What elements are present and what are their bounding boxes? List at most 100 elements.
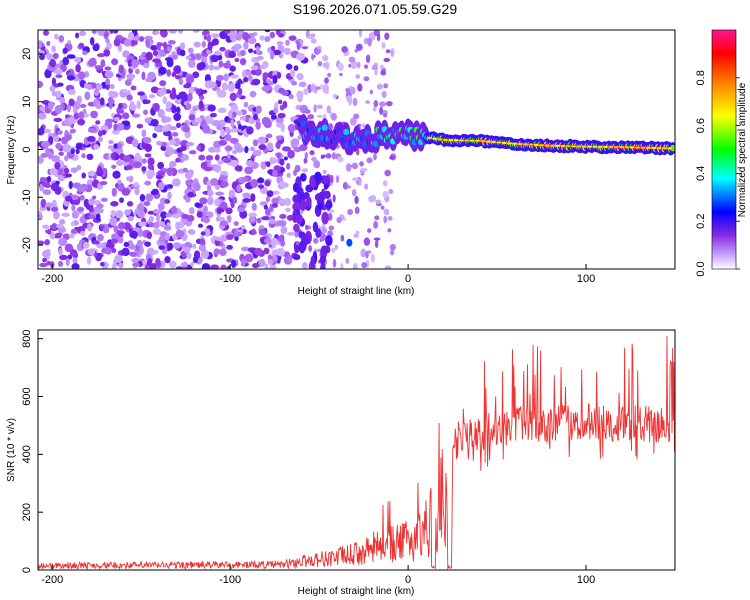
heatmap-cell — [50, 206, 59, 212]
heatmap-cell — [294, 244, 300, 254]
heatmap-cell — [215, 236, 225, 242]
heatmap-cell — [78, 42, 85, 49]
heatmap-cell — [100, 262, 105, 267]
heatmap-cell — [167, 46, 172, 52]
heatmap-cell — [365, 100, 371, 104]
heatmap-cell — [216, 208, 225, 213]
heatmap-cell — [132, 113, 141, 118]
heatmap-cell — [485, 140, 491, 143]
heatmap-cell — [592, 145, 598, 148]
heatmap-cell — [45, 248, 51, 256]
heatmap-cell — [56, 223, 64, 229]
heatmap-cell — [104, 66, 112, 71]
heatmap-cell — [109, 84, 115, 90]
heatmap-cell — [95, 213, 101, 221]
heatmap-cell — [118, 64, 124, 74]
heatmap-cell — [226, 234, 234, 241]
heatmap-cell — [218, 139, 228, 146]
heatmap-cell — [38, 155, 44, 164]
heatmap-cell — [72, 257, 78, 265]
heatmap-cell — [122, 155, 131, 163]
heatmap-cell — [345, 258, 350, 264]
heatmap-cell — [356, 61, 361, 69]
heatmap-cell — [218, 216, 226, 221]
heatmap-cell — [321, 227, 328, 234]
heatmap-cell — [142, 99, 148, 105]
heatmap-cell — [174, 65, 182, 74]
heatmap-cell — [319, 255, 326, 264]
heatmap-cell — [87, 170, 96, 177]
heatmap-cell — [82, 50, 88, 56]
heatmap-cell — [426, 136, 432, 140]
heatmap-cell — [383, 113, 388, 118]
heatmap-cell — [379, 106, 383, 115]
heatmap-cell — [61, 212, 70, 217]
heatmap-cell — [292, 254, 301, 261]
heatmap-cell — [152, 221, 160, 229]
heatmap-cell — [129, 103, 137, 111]
heatmap-cell — [58, 237, 68, 247]
heatmap-cell — [66, 54, 76, 59]
heatmap-cell — [87, 127, 97, 133]
heatmap-cell — [366, 250, 372, 254]
heatmap-cell — [385, 101, 393, 107]
heatmap-cell — [358, 30, 363, 38]
heatmap-cell — [117, 179, 122, 185]
heatmap-cell — [100, 59, 106, 68]
heatmap-cell — [310, 178, 317, 189]
heatmap-cell — [241, 176, 248, 183]
heatmap-cell — [123, 241, 130, 248]
heatmap-cell — [79, 230, 86, 236]
heatmap-cell — [288, 35, 297, 41]
heatmap-cell — [278, 199, 287, 205]
heatmap-cell — [139, 193, 146, 202]
heatmap-cell — [131, 59, 139, 68]
heatmap-cell — [337, 156, 344, 163]
heatmap-cell — [277, 235, 284, 242]
heatmap-cell — [219, 201, 228, 211]
heatmap-cell — [379, 64, 384, 69]
heatmap-cell — [38, 40, 43, 49]
heatmap-cell — [261, 85, 271, 92]
heatmap-cell — [226, 244, 233, 250]
heatmap-cell — [360, 248, 367, 258]
heatmap-cell — [100, 197, 108, 202]
heatmap-cell — [70, 148, 75, 155]
heatmap-cell — [58, 247, 63, 257]
heatmap-y-tick-label: -10 — [21, 189, 33, 205]
heatmap-cell — [79, 103, 87, 109]
colorbar-label: Normalized spectral amplitude — [737, 82, 748, 217]
heatmap-cell — [343, 128, 350, 136]
snr-frame — [37, 329, 676, 571]
heatmap-cell — [76, 186, 86, 192]
heatmap-cell — [258, 144, 267, 151]
heatmap-cell — [82, 241, 90, 249]
heatmap-cell — [301, 168, 309, 173]
heatmap-cell — [188, 207, 195, 215]
heatmap-cell — [286, 214, 294, 221]
heatmap-cell — [178, 91, 188, 100]
heatmap-cell — [619, 146, 625, 149]
heatmap-x-tick-label: -100 — [219, 273, 241, 285]
heatmap-cell — [581, 145, 587, 148]
heatmap-cell — [292, 194, 300, 204]
heatmap-cell — [571, 145, 577, 148]
heatmap-cell — [207, 41, 213, 51]
heatmap-cell — [263, 204, 268, 210]
heatmap-cell — [192, 243, 197, 249]
heatmap-x-ticks: -200 -100 0 100 — [41, 264, 595, 285]
heatmap-cell — [651, 146, 657, 150]
heatmap-cell — [112, 170, 121, 179]
heatmap-cell — [171, 71, 177, 77]
heatmap-cell — [176, 122, 182, 129]
snr-x-label: Height of straight line (km) — [298, 586, 415, 597]
heatmap-cell — [237, 207, 246, 213]
heatmap-cell — [264, 35, 271, 43]
heatmap-cell — [40, 140, 50, 148]
heatmap-cell — [608, 145, 614, 149]
heatmap-x-tick-label: 0 — [405, 273, 411, 285]
heatmap-cell — [251, 203, 257, 211]
heatmap-cell — [50, 233, 55, 240]
heatmap-cell — [90, 110, 98, 119]
heatmap-cell — [66, 103, 72, 113]
